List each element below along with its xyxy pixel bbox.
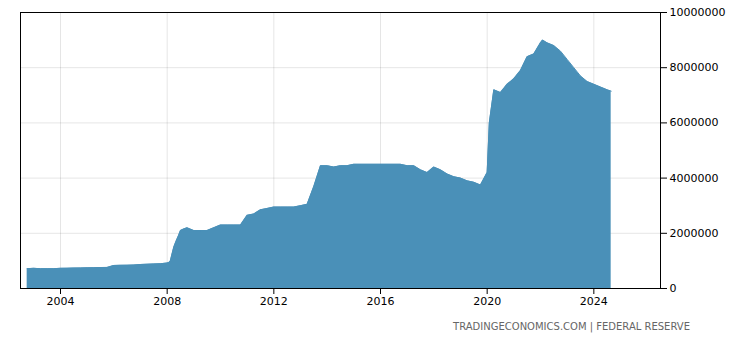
svg-text:2008: 2008 [153,295,181,308]
svg-text:0: 0 [670,282,677,295]
svg-text:2016: 2016 [367,295,395,308]
svg-text:8000000: 8000000 [670,61,719,74]
svg-text:6000000: 6000000 [670,116,719,129]
svg-text:2000000: 2000000 [670,227,719,240]
svg-text:10000000: 10000000 [670,6,726,19]
svg-text:2012: 2012 [260,295,288,308]
svg-text:2004: 2004 [47,295,75,308]
svg-text:2024: 2024 [580,295,608,308]
svg-text:2020: 2020 [473,295,501,308]
html-text:TRADINGECONOMICS.COM | FEDERAL: TRADINGECONOMICS.COM | FEDERAL RESERVE [453,321,690,332]
svg-text:4000000: 4000000 [670,172,719,185]
